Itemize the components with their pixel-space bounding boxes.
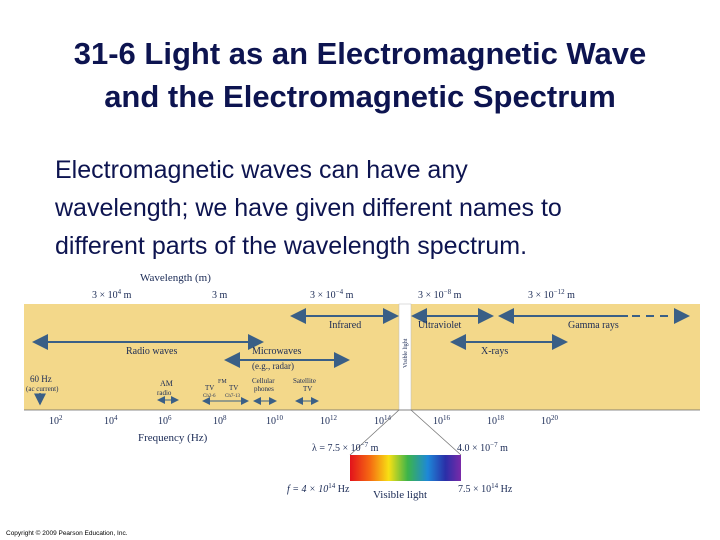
expand-line-right: [410, 409, 462, 456]
am-label-1: AM: [160, 379, 173, 388]
wl-tick-2: 3 × 10−4 m: [310, 288, 354, 301]
visible-vertical-label: Visible light: [403, 338, 409, 368]
microwaves-sub-label: (e.g., radar): [252, 361, 294, 371]
ch2-label: Ch7-13: [225, 394, 241, 399]
frequency-tick-labels: 102 104 106 108 1010 1012 1014 1016 1018…: [49, 414, 559, 427]
ultraviolet-label: Ultraviolet: [418, 320, 462, 331]
visible-light-label: Visible light: [373, 489, 427, 501]
body-line-1: Electromagnetic waves can have any: [55, 156, 468, 184]
visible-spectrum-bar: [350, 455, 461, 481]
hz60-label-1: 60 Hz: [30, 374, 52, 384]
ch1-label: Ch2-6: [203, 394, 216, 399]
fm-label: FM: [218, 379, 227, 385]
title-line-1: 31-6 Light as an Electromagnetic Wave: [73, 36, 647, 71]
satellite-label-1: Satellite: [293, 377, 316, 385]
radio-label: Radio waves: [126, 346, 177, 357]
f-right-label: 7.5 × 1014 Hz: [458, 482, 513, 495]
expand-line-left: [349, 409, 400, 456]
freq-tick-8: 1018: [487, 414, 505, 427]
slide-title: 31-6 Light as an Electromagnetic Wave an…: [0, 32, 720, 118]
tv2-label: TV: [229, 384, 238, 392]
freq-tick-7: 1016: [433, 414, 451, 427]
xrays-label: X-rays: [481, 346, 508, 357]
tv1-label: TV: [205, 384, 214, 392]
wavelength-tick-labels: 3 × 104 m 3 m 3 × 10−4 m 3 × 10−8 m 3 × …: [92, 288, 575, 301]
wl-tick-3: 3 × 10−8 m: [418, 288, 462, 301]
f-left-label: f = 4 × 1014 Hz: [287, 482, 350, 495]
freq-tick-2: 106: [158, 414, 172, 427]
hz60-label-2: (ac current): [26, 385, 59, 393]
frequency-axis-label: Frequency (Hz): [138, 432, 208, 444]
freq-tick-1: 104: [104, 414, 118, 427]
freq-tick-9: 1020: [541, 414, 559, 427]
body-text: Electromagnetic waves can have any wavel…: [55, 151, 695, 265]
freq-tick-5: 1012: [320, 414, 338, 427]
freq-tick-3: 108: [213, 414, 227, 427]
lambda-right-label: 4.0 × 10−7 m: [457, 441, 508, 454]
cellular-label-1: Cellular: [252, 377, 275, 385]
freq-tick-4: 1010: [266, 414, 284, 427]
copyright-notice: Copyright © 2009 Pearson Education, Inc.: [6, 530, 128, 537]
cellular-label-2: phones: [254, 385, 274, 393]
title-line-2: and the Electromagnetic Spectrum: [104, 79, 616, 114]
freq-tick-0: 102: [49, 414, 63, 427]
microwaves-label: Microwaves: [252, 346, 302, 357]
gamma-label: Gamma rays: [568, 320, 619, 331]
infrared-label: Infrared: [329, 320, 361, 331]
wl-tick-1: 3 m: [212, 290, 228, 301]
wavelength-axis-label: Wavelength (m): [140, 272, 211, 284]
freq-tick-6: 1014: [374, 414, 392, 427]
wl-tick-0: 3 × 104 m: [92, 288, 132, 301]
body-line-3: different parts of the wavelength spectr…: [55, 232, 528, 260]
lambda-left-label: λ = 7.5 × 10−7 m: [312, 441, 379, 454]
am-label-2: radio: [157, 389, 172, 397]
satellite-label-2: TV: [303, 385, 312, 393]
wl-tick-4: 3 × 10−12 m: [528, 288, 575, 301]
body-line-2: wavelength; we have given different name…: [55, 194, 562, 222]
